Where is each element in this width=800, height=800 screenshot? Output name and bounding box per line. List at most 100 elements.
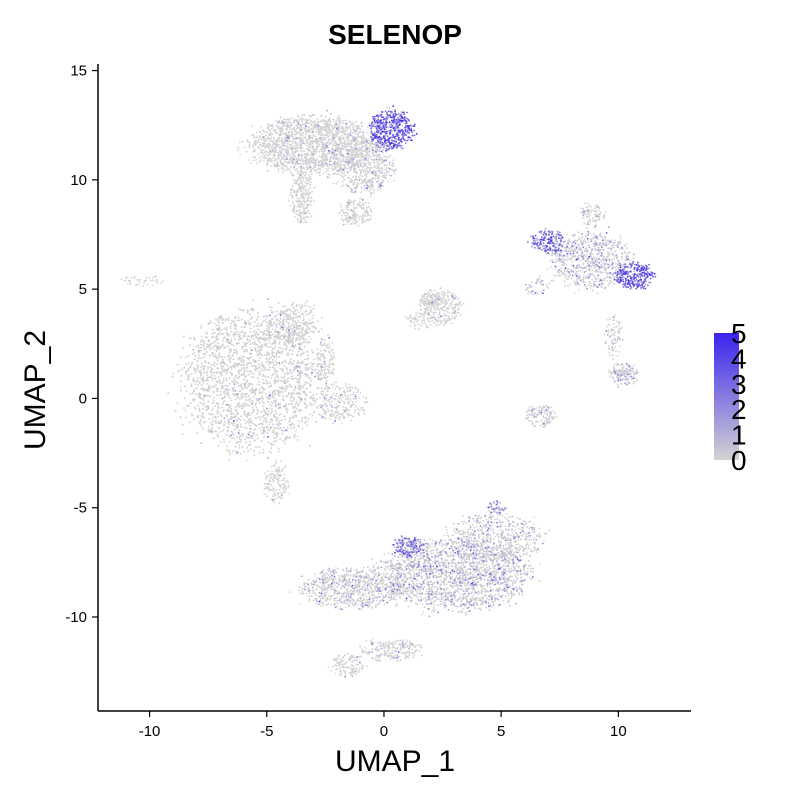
- chart-title: SELENOP: [328, 19, 462, 50]
- cell-point: [273, 136, 276, 139]
- cell-point: [284, 160, 287, 163]
- cell-point: [207, 389, 210, 391]
- cell-point: [246, 357, 249, 359]
- cell-point: [298, 182, 301, 185]
- cell-point: [188, 337, 191, 340]
- cell-point: [206, 374, 208, 377]
- cell-point: [277, 407, 280, 410]
- cell-point: [254, 393, 256, 396]
- cell-point: [336, 117, 338, 120]
- cell-point: [314, 135, 317, 138]
- cell-point: [307, 130, 310, 133]
- cell-point: [311, 128, 314, 131]
- cell-point: [285, 145, 288, 147]
- cell-point: [296, 158, 299, 161]
- cell-point: [332, 143, 334, 145]
- cell-point: [306, 145, 308, 147]
- cell-point: [268, 362, 271, 365]
- cell-point: [239, 423, 242, 426]
- cell-point: [286, 408, 289, 411]
- cell-point: [202, 345, 205, 348]
- cell-point: [294, 169, 297, 172]
- cell-point: [286, 427, 289, 429]
- cell-point: [292, 411, 295, 414]
- cell-point: [331, 132, 334, 134]
- cell-point: [312, 127, 315, 130]
- cell-point: [368, 189, 370, 192]
- cell-point: [361, 139, 364, 142]
- cell-point: [236, 419, 238, 422]
- cell-point: [299, 133, 302, 136]
- cell-point: [211, 402, 214, 404]
- cell-point: [327, 173, 330, 176]
- cell-point: [366, 218, 369, 221]
- cell-point: [283, 124, 285, 127]
- cell-point: [204, 336, 207, 339]
- cell-point: [255, 131, 258, 134]
- cell-point: [356, 170, 358, 173]
- cell-point: [324, 160, 327, 162]
- cell-point: [298, 185, 301, 188]
- cell-point: [259, 330, 262, 333]
- cell-point: [182, 346, 185, 349]
- cell-point: [198, 346, 201, 349]
- cell-point: [310, 169, 313, 172]
- cell-point: [198, 422, 201, 425]
- cell-point: [277, 127, 280, 130]
- cell-point: [357, 150, 360, 152]
- cell-point: [179, 389, 182, 392]
- cell-point: [198, 370, 201, 373]
- cell-point: [314, 162, 317, 165]
- cell-point: [309, 154, 312, 157]
- cell-point: [349, 168, 352, 171]
- cell-point: [215, 325, 218, 327]
- cell-point: [303, 153, 306, 156]
- cell-point: [300, 117, 303, 119]
- cell-point: [249, 327, 252, 330]
- cell-point: [317, 162, 320, 165]
- cell-point: [283, 139, 286, 142]
- cell-point: [309, 413, 311, 416]
- cell-point: [259, 341, 261, 344]
- cell-point: [352, 206, 355, 208]
- cell-point: [174, 409, 177, 412]
- cell-point: [269, 450, 271, 453]
- cell-point: [282, 430, 285, 432]
- cell-point: [254, 369, 257, 372]
- cell-point: [360, 156, 363, 158]
- cell-point: [383, 155, 385, 158]
- cell-point: [221, 406, 224, 409]
- cell-point: [227, 426, 230, 429]
- cell-point: [278, 356, 281, 358]
- cell-point: [233, 379, 236, 382]
- cell-point: [266, 334, 268, 336]
- cell-point: [326, 375, 329, 378]
- cell-point: [328, 132, 330, 135]
- cell-point: [243, 419, 246, 421]
- cell-point: [260, 353, 263, 356]
- cell-point: [273, 129, 275, 132]
- cell-point: [365, 189, 368, 191]
- cell-point: [227, 317, 230, 319]
- cell-point: [257, 367, 260, 369]
- cell-point: [286, 377, 289, 380]
- cell-point: [358, 127, 361, 130]
- cell-point: [336, 165, 339, 168]
- cell-point: [342, 122, 344, 125]
- cell-point: [355, 144, 357, 147]
- cell-point: [270, 442, 273, 445]
- cell-point: [306, 178, 308, 181]
- cell-point: [301, 372, 303, 375]
- cell-point: [248, 144, 251, 146]
- cell-point: [286, 167, 288, 170]
- cell-point: [180, 386, 182, 388]
- cell-point: [272, 444, 275, 446]
- cell-point: [273, 142, 276, 145]
- cell-point: [303, 123, 306, 125]
- cell-point: [293, 204, 296, 207]
- cell-point: [343, 139, 346, 142]
- cell-point: [228, 351, 230, 354]
- cell-point: [285, 127, 287, 130]
- cell-point: [309, 175, 312, 178]
- cell-point: [187, 405, 190, 407]
